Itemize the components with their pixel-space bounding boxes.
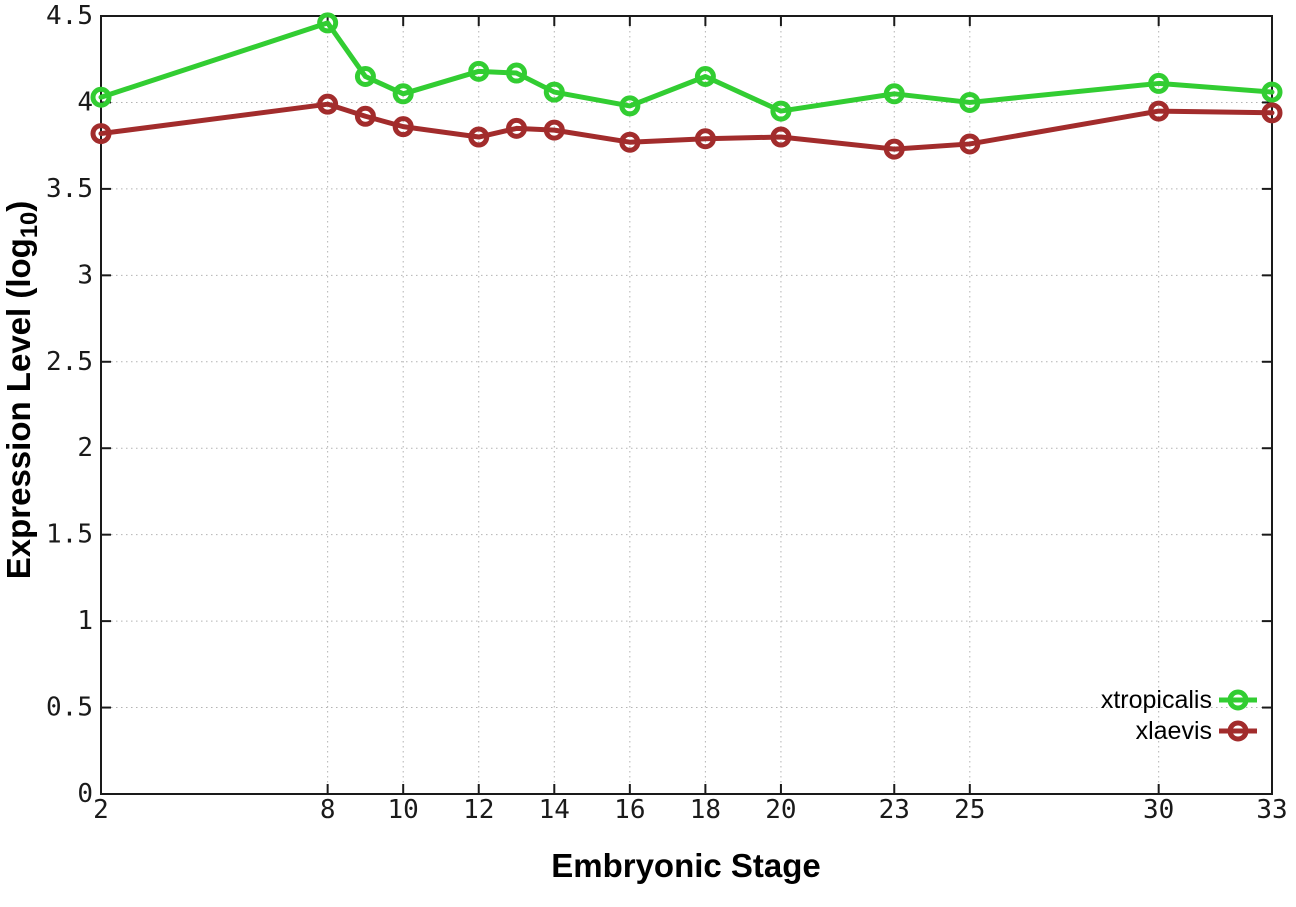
marker-xlaevis-25 [959,133,981,155]
plot-border [100,15,1273,795]
x-tick-label-20: 20 [765,795,796,825]
y-tick-label-1.5: 1.5 [46,520,93,550]
x-axis-title: Embryonic Stage [551,847,821,885]
y-axis-title: Expression Level (log10) [0,201,44,580]
marker-xlaevis-9 [354,105,376,127]
x-tick-label-8: 8 [320,795,336,825]
marker-xlaevis-30 [1148,100,1170,122]
marker-xlaevis-2 [90,123,112,145]
marker-xtropicalis-33 [1261,81,1283,103]
marker-xlaevis-20 [770,126,792,148]
marker-xlaevis-12 [468,126,490,148]
y-axis-title-close: ) [0,200,38,212]
marker-xtropicalis-18 [694,66,716,88]
y-axis-title-main: Expression Level (log [0,238,38,580]
marker-xtropicalis-25 [959,91,981,113]
y-tick-label-2.5: 2.5 [46,347,93,377]
marker-xtropicalis-2 [90,86,112,108]
y-tick-label-4.5: 4.5 [46,1,93,31]
x-tick-label-23: 23 [879,795,910,825]
x-tick-label-33: 33 [1256,795,1287,825]
y-tick-label-0: 0 [77,779,93,809]
legend-label-xlaevis: xlaevis [1136,717,1212,745]
marker-xtropicalis-30 [1148,72,1170,94]
x-tick-label-18: 18 [690,795,721,825]
marker-xtropicalis-10 [392,83,414,105]
marker-xtropicalis-20 [770,100,792,122]
y-tick-label-0.5: 0.5 [46,693,93,723]
x-tick-label-12: 12 [463,795,494,825]
marker-xlaevis-16 [619,131,641,153]
marker-xtropicalis-12 [468,60,490,82]
x-tick-label-2: 2 [93,795,109,825]
marker-xtropicalis-13 [506,62,528,84]
y-tick-label-2: 2 [77,433,93,463]
marker-xtropicalis-23 [883,83,905,105]
marker-xlaevis-23 [883,138,905,160]
y-tick-label-3: 3 [77,260,93,290]
marker-xtropicalis-9 [354,66,376,88]
legend-marker-xtropicalis [1227,689,1249,711]
y-tick-label-4: 4 [77,87,93,117]
x-tick-label-25: 25 [954,795,985,825]
x-axis-title-text: Embryonic Stage [551,847,821,884]
legend-marker-xlaevis [1227,720,1249,742]
legend-label-xtropicalis: xtropicalis [1101,686,1212,714]
y-axis-title-subscript: 10 [15,211,43,239]
marker-xlaevis-18 [694,128,716,150]
marker-xlaevis-8 [317,93,339,115]
marker-xlaevis-33 [1261,102,1283,124]
marker-xtropicalis-14 [543,81,565,103]
x-tick-label-10: 10 [388,795,419,825]
marker-xtropicalis-8 [317,12,339,34]
series-line-xtropicalis [98,20,1275,114]
x-tick-label-16: 16 [614,795,645,825]
marker-xtropicalis-16 [619,95,641,117]
marker-xlaevis-10 [392,116,414,138]
marker-xlaevis-13 [506,117,528,139]
series-line-xlaevis [98,101,1275,152]
x-tick-label-30: 30 [1143,795,1174,825]
marker-xlaevis-14 [543,119,565,141]
y-tick-label-1: 1 [77,606,93,636]
x-tick-label-14: 14 [539,795,570,825]
y-tick-label-3.5: 3.5 [46,174,93,204]
